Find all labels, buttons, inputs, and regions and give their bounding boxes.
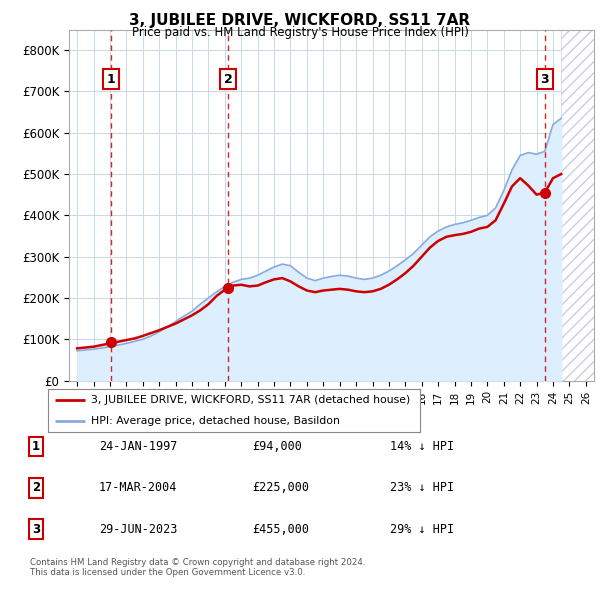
Text: 3: 3	[541, 73, 549, 86]
Text: 14% ↓ HPI: 14% ↓ HPI	[390, 440, 454, 453]
Text: £94,000: £94,000	[252, 440, 302, 453]
Text: 1: 1	[32, 440, 40, 453]
Text: 23% ↓ HPI: 23% ↓ HPI	[390, 481, 454, 494]
Text: £225,000: £225,000	[252, 481, 309, 494]
Text: 2: 2	[224, 73, 233, 86]
Text: 3: 3	[32, 523, 40, 536]
Text: 29% ↓ HPI: 29% ↓ HPI	[390, 523, 454, 536]
Text: £455,000: £455,000	[252, 523, 309, 536]
Text: Price paid vs. HM Land Registry's House Price Index (HPI): Price paid vs. HM Land Registry's House …	[131, 26, 469, 39]
Text: 2: 2	[32, 481, 40, 494]
Text: 1: 1	[107, 73, 116, 86]
Text: 3, JUBILEE DRIVE, WICKFORD, SS11 7AR (detached house): 3, JUBILEE DRIVE, WICKFORD, SS11 7AR (de…	[91, 395, 410, 405]
Text: 29-JUN-2023: 29-JUN-2023	[99, 523, 178, 536]
Text: 3, JUBILEE DRIVE, WICKFORD, SS11 7AR: 3, JUBILEE DRIVE, WICKFORD, SS11 7AR	[130, 13, 470, 28]
Text: 24-JAN-1997: 24-JAN-1997	[99, 440, 178, 453]
Text: Contains HM Land Registry data © Crown copyright and database right 2024.
This d: Contains HM Land Registry data © Crown c…	[30, 558, 365, 577]
Text: HPI: Average price, detached house, Basildon: HPI: Average price, detached house, Basi…	[91, 416, 340, 425]
Bar	[561, 30, 594, 381]
Text: 17-MAR-2004: 17-MAR-2004	[99, 481, 178, 494]
Bar	[561, 30, 594, 381]
